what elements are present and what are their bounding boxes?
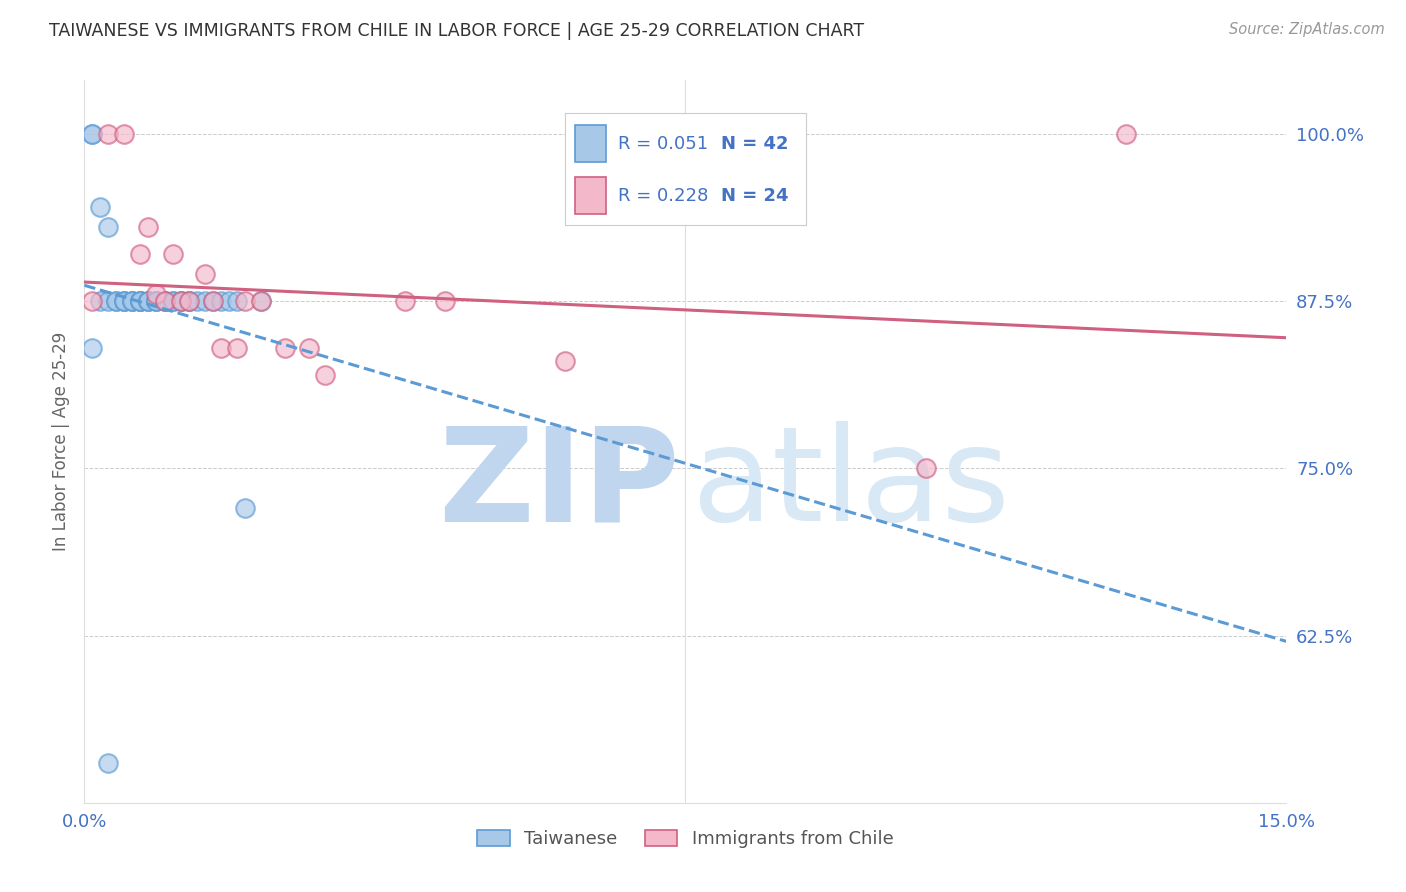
Point xyxy=(233,501,256,516)
Point xyxy=(129,294,152,309)
Point xyxy=(114,294,135,309)
Point xyxy=(145,294,167,309)
Point xyxy=(129,247,152,261)
Y-axis label: In Labor Force | Age 25-29: In Labor Force | Age 25-29 xyxy=(52,332,70,551)
Point xyxy=(218,294,240,309)
Point xyxy=(153,294,176,309)
Point xyxy=(177,294,200,309)
Point xyxy=(153,294,176,309)
Point xyxy=(82,294,104,309)
Point xyxy=(114,294,135,309)
Point xyxy=(177,294,200,309)
Point xyxy=(209,294,232,309)
Point xyxy=(194,268,217,282)
Point xyxy=(915,461,938,475)
Point xyxy=(162,294,184,309)
Point xyxy=(186,294,208,309)
Point xyxy=(138,294,160,309)
Point xyxy=(162,247,184,261)
Point xyxy=(82,341,104,355)
Point xyxy=(1115,127,1137,141)
Point xyxy=(129,294,152,309)
Point xyxy=(105,294,128,309)
Point xyxy=(201,294,224,309)
Point xyxy=(314,368,336,382)
Point xyxy=(145,294,167,309)
Point xyxy=(274,341,297,355)
Point xyxy=(233,294,256,309)
Point xyxy=(298,341,321,355)
Point xyxy=(129,294,152,309)
Point xyxy=(114,127,135,141)
Point xyxy=(145,294,167,309)
Point xyxy=(394,294,416,309)
Point xyxy=(82,127,104,141)
Point xyxy=(554,354,576,368)
Point xyxy=(249,294,271,309)
Point xyxy=(105,294,128,309)
Point xyxy=(138,294,160,309)
Point xyxy=(169,294,191,309)
Point xyxy=(434,294,457,309)
Point xyxy=(201,294,224,309)
Point xyxy=(249,294,271,309)
Text: ZIP: ZIP xyxy=(437,421,679,549)
Point xyxy=(138,220,160,235)
Point xyxy=(162,294,184,309)
Point xyxy=(169,294,191,309)
Point xyxy=(169,294,191,309)
Point xyxy=(97,756,120,770)
Text: atlas: atlas xyxy=(692,421,1011,549)
Point xyxy=(97,294,120,309)
Point xyxy=(97,127,120,141)
Point xyxy=(145,287,167,301)
Point xyxy=(121,294,143,309)
Point xyxy=(121,294,143,309)
Point xyxy=(129,294,152,309)
Point xyxy=(225,294,247,309)
Text: Source: ZipAtlas.com: Source: ZipAtlas.com xyxy=(1229,22,1385,37)
Point xyxy=(121,294,143,309)
Point xyxy=(225,341,247,355)
Point xyxy=(153,294,176,309)
Point xyxy=(82,127,104,141)
Point xyxy=(209,341,232,355)
Text: TAIWANESE VS IMMIGRANTS FROM CHILE IN LABOR FORCE | AGE 25-29 CORRELATION CHART: TAIWANESE VS IMMIGRANTS FROM CHILE IN LA… xyxy=(49,22,865,40)
Point xyxy=(89,201,111,215)
Point xyxy=(138,294,160,309)
Point xyxy=(194,294,217,309)
Point xyxy=(89,294,111,309)
Point xyxy=(97,220,120,235)
Point xyxy=(177,294,200,309)
Legend: Taiwanese, Immigrants from Chile: Taiwanese, Immigrants from Chile xyxy=(478,830,893,848)
Point xyxy=(114,294,135,309)
